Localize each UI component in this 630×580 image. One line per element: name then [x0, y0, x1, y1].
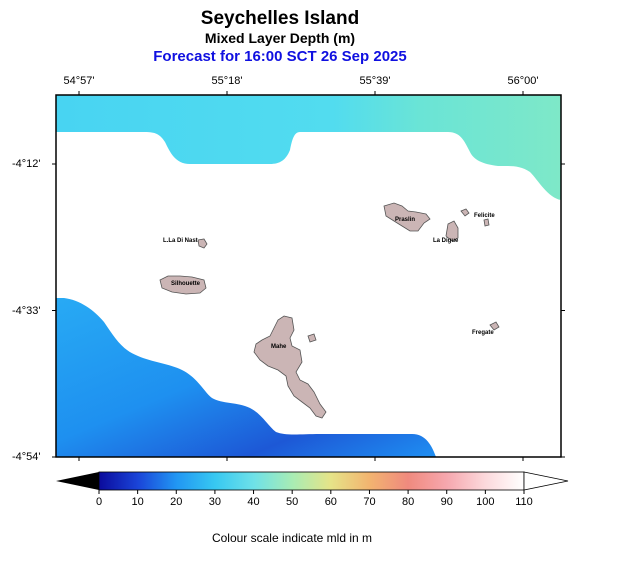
island-label-lle-du-nord: L.La Di Nast — [163, 238, 198, 244]
island-label-praslin: Praslin — [395, 217, 415, 223]
colorbar-tick-label: 80 — [401, 496, 415, 508]
island-label-mahe: Mahe — [271, 344, 287, 350]
colorbar-tick-label: 0 — [95, 496, 103, 508]
island-fregate — [489, 321, 500, 331]
axis-ticks — [52, 91, 565, 461]
lat-tick-label: -4°12' — [12, 158, 41, 170]
lon-tick-label: 54°57' — [63, 75, 95, 87]
colorbar-tick-label: 10 — [131, 496, 144, 508]
mld-region-southwest — [56, 298, 436, 457]
mld-region-north — [56, 95, 561, 200]
map-border — [55, 94, 562, 458]
colorbar-tick-label: 100 — [476, 496, 495, 508]
colorbar-tick-label: 70 — [363, 496, 376, 508]
lat-tick-label: -4°54' — [12, 451, 41, 463]
map-subtitle: Mixed Layer Depth (m) — [204, 30, 356, 46]
lon-tick-label: 55°18' — [211, 75, 243, 87]
island-la-digue — [445, 220, 459, 242]
map-plot: L.La Di Nast Silhouette Praslin Felicite… — [52, 91, 565, 461]
lat-tick-label: -4°33' — [12, 304, 41, 317]
island-silhouette — [159, 275, 207, 295]
colorbar-tick-label: 20 — [170, 496, 183, 508]
island-label-fregate: Fregate — [472, 330, 494, 336]
colorbar-caption: Colour scale indicate mld in m — [211, 531, 373, 545]
island-label-silhouette: Silhouette — [171, 281, 201, 287]
island-label-felicite: Felicite — [474, 213, 495, 219]
island-mahe-satellite — [307, 333, 317, 343]
colorbar-tick-label: 40 — [247, 496, 260, 508]
lon-tick-label: 56°00' — [507, 75, 539, 87]
colorbar-tick-label: 30 — [208, 496, 222, 508]
island-felicite — [483, 218, 490, 227]
colorbar-tick-label: 110 — [515, 496, 533, 508]
map-title: Seychelles Island — [200, 8, 360, 29]
colorbar — [56, 471, 569, 494]
island-label-la-digue: La Digue — [433, 238, 459, 244]
colorbar-high-arrow — [523, 471, 569, 491]
island-praslin — [383, 202, 431, 232]
colorbar-tick-label: 50 — [286, 496, 299, 508]
island-curieuse-islet — [460, 208, 470, 217]
forecast-time: Forecast for 16:00 SCT 26 Sep 2025 — [153, 48, 407, 65]
island-lle-du-nord — [197, 238, 208, 249]
colorbar-ramp — [98, 471, 525, 491]
colorbar-low-arrow — [56, 472, 99, 490]
colorbar-tick-label: 60 — [324, 496, 337, 508]
island-mahe — [253, 315, 327, 419]
colorbar-tick-label: 90 — [440, 496, 453, 508]
lon-tick-label: 55°39' — [359, 75, 391, 87]
